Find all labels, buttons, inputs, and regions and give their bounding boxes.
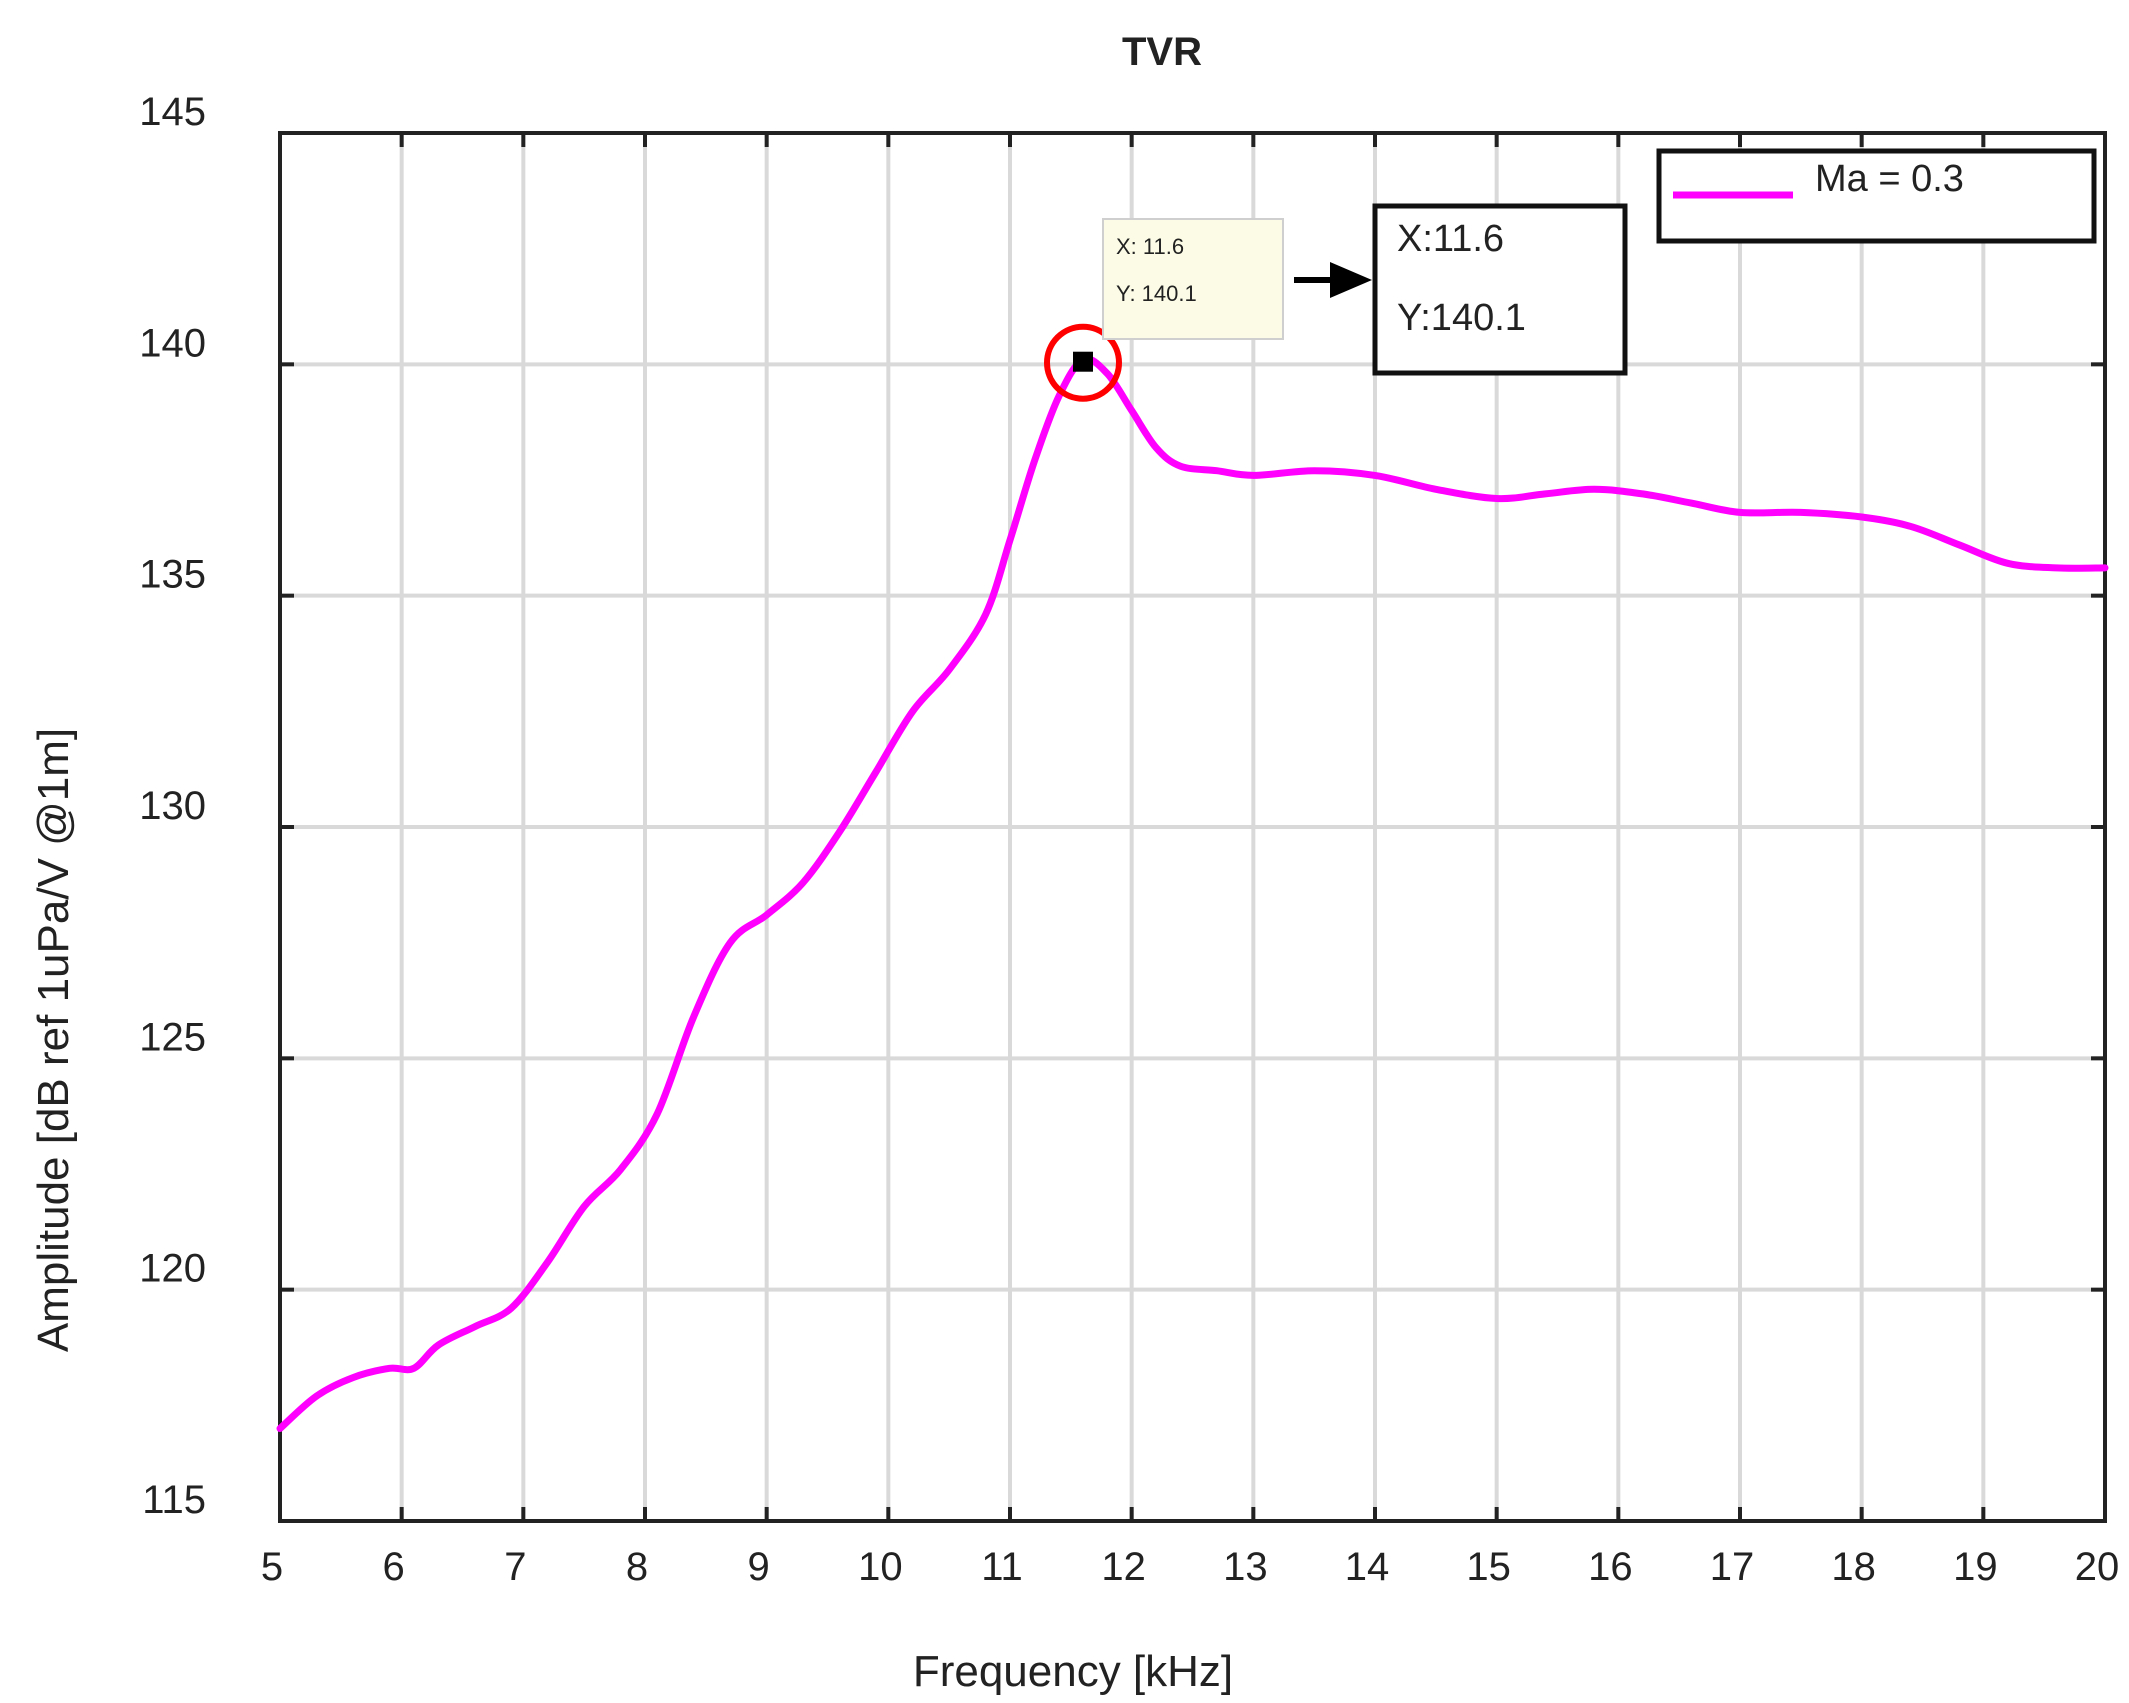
x-tick-label: 14 bbox=[1345, 1545, 1390, 1589]
x-tick-label: 20 bbox=[2075, 1545, 2120, 1589]
y-tick-label: 135 bbox=[139, 553, 206, 597]
peak-highlight-ring bbox=[1044, 323, 1122, 402]
y-tick-label: 125 bbox=[139, 1015, 206, 1059]
x-tick-label: 11 bbox=[981, 1545, 1023, 1589]
x-tick-label: 10 bbox=[858, 1545, 903, 1589]
datatip-y-text: Y: 140.1 bbox=[1116, 281, 1197, 306]
legend[interactable]: Ma = 0.3 bbox=[1656, 148, 2097, 244]
x-tick-label: 5 bbox=[261, 1545, 283, 1589]
x-tick-label: 6 bbox=[383, 1545, 405, 1589]
datatip-box bbox=[1102, 218, 1284, 340]
x-tick-label: 19 bbox=[1953, 1545, 1998, 1589]
datatip[interactable]: X: 11.6 Y: 140.1 bbox=[1102, 218, 1284, 340]
y-tick-label: 130 bbox=[139, 784, 206, 828]
x-tick-label: 12 bbox=[1101, 1545, 1146, 1589]
x-tick-labels: 5 6 7 8 9 10 11 12 13 14 15 16 17 18 19 20 bbox=[261, 1545, 2119, 1589]
callout-arrow bbox=[1294, 262, 1372, 298]
x-axis-label: Frequency [kHz] bbox=[913, 1647, 1233, 1696]
y-tick-label: 115 bbox=[142, 1478, 206, 1522]
callout-box: X:11.6 Y:140.1 bbox=[1372, 203, 1628, 376]
legend-entry-label: Ma = 0.3 bbox=[1815, 158, 1964, 200]
x-tick-label: 7 bbox=[504, 1545, 526, 1589]
series-line bbox=[276, 355, 2109, 1432]
x-tick-label: 17 bbox=[1710, 1545, 1755, 1589]
chart-title: TVR bbox=[1122, 30, 1202, 74]
callout-y-text: Y:140.1 bbox=[1397, 297, 1526, 339]
y-tick-label: 140 bbox=[139, 321, 206, 365]
peak-marker[interactable] bbox=[1073, 351, 1093, 372]
grid bbox=[278, 131, 2107, 1523]
callout-x-text: X:11.6 bbox=[1397, 218, 1504, 260]
x-tick-label: 13 bbox=[1223, 1545, 1268, 1589]
x-tick-label: 15 bbox=[1466, 1545, 1511, 1589]
x-tick-label: 16 bbox=[1588, 1545, 1633, 1589]
axis-ticks bbox=[278, 131, 2107, 1523]
x-tick-label: 9 bbox=[748, 1545, 770, 1589]
x-tick-label: 18 bbox=[1831, 1545, 1876, 1589]
y-axis-label: Amplitude [dB ref 1uPa/V @1m] bbox=[29, 728, 78, 1352]
datatip-x-text: X: 11.6 bbox=[1116, 234, 1184, 259]
y-tick-label: 145 bbox=[139, 90, 206, 134]
x-tick-label: 8 bbox=[626, 1545, 648, 1589]
y-tick-label: 120 bbox=[139, 1247, 206, 1291]
y-tick-labels: 115 120 125 130 135 140 145 bbox=[139, 90, 206, 1522]
